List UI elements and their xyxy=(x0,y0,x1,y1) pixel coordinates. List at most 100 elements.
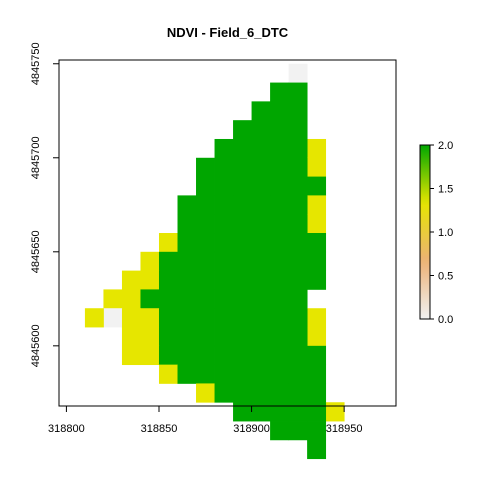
raster-cell xyxy=(288,402,308,422)
x-tick-label: 318900 xyxy=(233,423,270,435)
raster-cell xyxy=(288,233,308,253)
raster-cell xyxy=(233,157,252,177)
raster-cell xyxy=(177,289,197,309)
raster-cell xyxy=(196,327,215,347)
raster-cell xyxy=(270,138,290,159)
raster-cell xyxy=(233,251,252,271)
raster-cell xyxy=(307,383,327,403)
raster-cell xyxy=(270,421,290,441)
raster-cell xyxy=(121,289,141,309)
raster-cell xyxy=(177,251,197,271)
raster-cell xyxy=(214,214,234,234)
raster-cell xyxy=(196,308,215,328)
raster-cell xyxy=(140,345,160,366)
raster-cell xyxy=(103,289,123,309)
raster-cell xyxy=(270,176,290,196)
raster-cell xyxy=(140,270,160,290)
raster-cell xyxy=(103,308,123,328)
raster-cell xyxy=(196,251,215,271)
raster-cell xyxy=(288,383,308,403)
raster-cell xyxy=(140,289,160,309)
raster-cell xyxy=(270,308,290,328)
raster-cell xyxy=(307,308,327,328)
raster-cell xyxy=(270,289,290,309)
raster-cell xyxy=(288,157,308,177)
legend-tick-label: 1.0 xyxy=(438,227,453,239)
raster-cell xyxy=(196,345,215,366)
raster-cell xyxy=(270,82,290,102)
raster-cell xyxy=(121,308,141,328)
raster-cell xyxy=(307,214,327,234)
raster-cell xyxy=(196,176,215,196)
legend-tick-label: 0.5 xyxy=(438,271,453,283)
raster-cell xyxy=(177,233,197,253)
raster-cell xyxy=(270,214,290,234)
raster-cell xyxy=(140,308,160,328)
raster-cell xyxy=(214,345,234,366)
raster-cell xyxy=(214,138,234,159)
raster-cell xyxy=(84,308,104,328)
raster-cell xyxy=(233,308,252,328)
raster-cell xyxy=(251,176,271,196)
raster-cell xyxy=(288,176,308,196)
raster-cell xyxy=(288,138,308,159)
raster-cell xyxy=(214,157,234,177)
x-tick-label: 318950 xyxy=(326,423,363,435)
raster-cell xyxy=(233,364,252,384)
raster-cell xyxy=(233,195,252,215)
raster-cell xyxy=(288,421,308,441)
raster-cell xyxy=(288,251,308,271)
raster-cell xyxy=(307,439,327,460)
chart-title: NDVI - Field_6_DTC xyxy=(167,25,289,40)
raster-cell xyxy=(158,345,178,366)
raster-cell xyxy=(307,176,327,196)
raster-cell xyxy=(288,308,308,328)
raster-cell xyxy=(233,345,252,366)
raster-cell xyxy=(288,63,308,83)
raster-cell xyxy=(307,270,327,290)
y-tick-label: 4845750 xyxy=(30,42,42,85)
raster-cell xyxy=(233,289,252,309)
raster-cell xyxy=(214,195,234,215)
raster-cell xyxy=(288,195,308,215)
raster-cell xyxy=(307,402,327,422)
raster-cell xyxy=(270,195,290,215)
x-axis: 318800 318850 318900 318950 xyxy=(48,405,363,435)
raster-cell xyxy=(288,327,308,347)
raster-cell xyxy=(196,157,215,177)
raster-cell xyxy=(214,289,234,309)
raster-cell xyxy=(307,364,327,384)
raster-cell xyxy=(177,345,197,366)
raster-cell xyxy=(196,214,215,234)
raster-cell xyxy=(196,364,215,384)
raster-cell xyxy=(288,270,308,290)
raster-cell xyxy=(251,138,271,159)
y-tick-label: 4845650 xyxy=(30,230,42,273)
raster-cell xyxy=(196,195,215,215)
raster-cell xyxy=(251,195,271,215)
raster-cell xyxy=(214,327,234,347)
raster-cell xyxy=(233,270,252,290)
raster-cell xyxy=(251,214,271,234)
x-tick-label: 318800 xyxy=(48,423,85,435)
raster-cell xyxy=(270,402,290,422)
raster-cell xyxy=(270,101,290,121)
raster-cell xyxy=(251,157,271,177)
y-axis: 4845600 4845650 4845700 4845750 xyxy=(30,42,60,367)
raster-cell xyxy=(307,195,327,215)
raster-cell xyxy=(288,120,308,140)
y-tick-label: 4845600 xyxy=(30,324,42,367)
raster-cell xyxy=(196,270,215,290)
raster-cell xyxy=(140,327,160,347)
raster-cell xyxy=(270,157,290,177)
x-tick-label: 318850 xyxy=(141,423,178,435)
raster-cell xyxy=(177,308,197,328)
raster-cell xyxy=(251,402,271,422)
raster-cell xyxy=(307,345,327,366)
raster-cell xyxy=(233,383,252,403)
legend: 0.0 0.5 1.0 1.5 2.0 xyxy=(419,140,453,326)
raster-cell xyxy=(233,176,252,196)
y-tick-label: 4845700 xyxy=(30,136,42,179)
raster-cell xyxy=(251,345,271,366)
